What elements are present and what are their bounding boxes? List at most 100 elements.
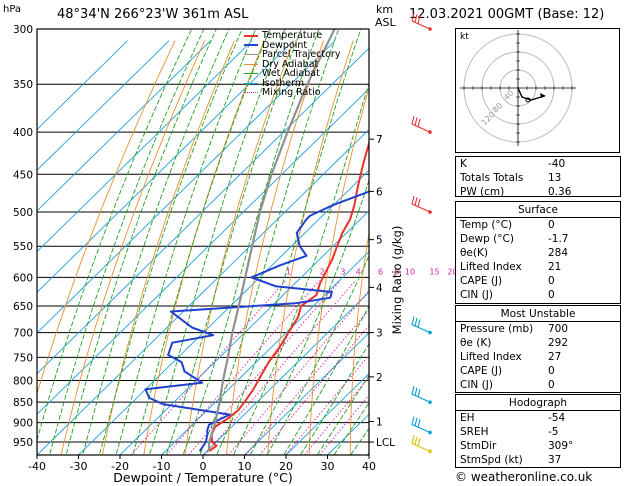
most-unstable-row: CAPE (J) 0 bbox=[456, 365, 620, 378]
wet-adiabat-line bbox=[316, 374, 369, 455]
wet-adiabat-line bbox=[232, 81, 369, 455]
pressure-tick-label: 450 bbox=[13, 169, 33, 181]
index-value: -40 bbox=[548, 158, 566, 170]
surface-label: Dewp (°C) bbox=[460, 233, 514, 245]
mixing-ratio-label: 3 bbox=[340, 267, 345, 276]
most-unstable-value: 292 bbox=[548, 337, 569, 349]
surface-table: Surface Temp (°C) 0 Dewp (°C) -1.7 θe(K) 284 L… bbox=[455, 201, 621, 304]
index-value: 0.36 bbox=[548, 186, 572, 198]
surface-label: CIN (J) bbox=[460, 289, 493, 301]
pressure-tick-label: 550 bbox=[13, 241, 33, 253]
wet-adiabat-line bbox=[49, 29, 205, 455]
wind-barb bbox=[411, 435, 432, 454]
surface-label: Temp (°C) bbox=[460, 219, 513, 231]
index-row: PW (cm) 0.36 bbox=[456, 186, 620, 199]
surface-value: 0 bbox=[548, 219, 555, 231]
hodograph-stat-row: StmDir 309° bbox=[456, 440, 620, 453]
most-unstable-label: Pressure (mb) bbox=[460, 323, 534, 335]
wind-barb bbox=[411, 386, 432, 404]
x-tick-label: 10 bbox=[238, 460, 252, 473]
wind-barb bbox=[411, 12, 432, 31]
legend-swatch bbox=[244, 73, 258, 74]
dry-adiabat-line bbox=[225, 40, 324, 455]
wet-adiabat-line bbox=[165, 29, 302, 455]
surface-label: Lifted Index bbox=[460, 261, 522, 273]
most-unstable-value: 700 bbox=[548, 323, 569, 335]
legend-item: Mixing Ratio bbox=[244, 88, 340, 98]
surface-value: 0 bbox=[548, 289, 555, 301]
isotherm-line bbox=[78, 169, 369, 455]
legend-swatch bbox=[244, 82, 258, 84]
most-unstable-row: θe (K) 292 bbox=[456, 337, 620, 350]
hodograph-stat-row: StmSpd (kt) 37 bbox=[456, 454, 620, 467]
km-tick-label: 6 bbox=[376, 186, 383, 198]
isotherm-line bbox=[37, 47, 369, 375]
surface-title: Surface bbox=[517, 204, 558, 216]
legend-label: Dry Adiabat bbox=[262, 58, 319, 70]
wet-adiabat-line bbox=[333, 402, 369, 455]
isotherm-line bbox=[244, 332, 369, 455]
legend-label: Temperature bbox=[262, 30, 323, 41]
surface-value: 21 bbox=[548, 261, 562, 273]
dry-adiabat-line bbox=[143, 40, 265, 455]
pressure-tick-label: 650 bbox=[13, 301, 33, 313]
legend-item: Parcel Trajectory bbox=[244, 50, 340, 60]
most-unstable-title: Most Unstable bbox=[500, 308, 576, 320]
km-tick-label: 3 bbox=[376, 328, 383, 340]
legend-swatch bbox=[244, 44, 258, 46]
legend-swatch bbox=[244, 54, 258, 55]
hodograph-stat-value: -54 bbox=[548, 412, 566, 424]
pressure-tick-label: 750 bbox=[13, 352, 33, 364]
storm-motion-marker bbox=[525, 97, 531, 103]
mixing-ratio-label: 15 bbox=[429, 267, 439, 276]
isotherm-line bbox=[37, 40, 294, 293]
most-unstable-table: Most Unstable Pressure (mb) 700 θe (K) 292 L… bbox=[455, 305, 621, 393]
x-tick-label: -10 bbox=[153, 460, 171, 473]
dry-adiabat-line bbox=[349, 230, 369, 455]
series-parcel-trajectory bbox=[207, 29, 336, 452]
hodograph-stat-row: SREH -5 bbox=[456, 426, 620, 439]
legend-swatch bbox=[244, 63, 258, 65]
legend-swatch bbox=[244, 92, 258, 93]
dry-adiabat-line bbox=[102, 40, 235, 455]
km-axis-label: km bbox=[376, 3, 394, 16]
pressure-tick-label: 350 bbox=[13, 79, 33, 91]
location-title: 48°34'N 266°23'W 361m ASL bbox=[57, 7, 249, 22]
hodograph-stat-value: 309° bbox=[548, 440, 574, 452]
x-tick-label: -40 bbox=[28, 460, 46, 473]
most-unstable-value: 27 bbox=[548, 351, 562, 363]
pressure-tick-label: 800 bbox=[13, 375, 33, 387]
km-tick-label: 2 bbox=[376, 372, 383, 384]
surface-row: Dewp (°C) -1.7 bbox=[456, 233, 620, 246]
wet-adiabat-line bbox=[148, 29, 286, 455]
mixing-ratio-line bbox=[188, 280, 341, 455]
wet-adiabat-line bbox=[266, 254, 369, 455]
km-tick-label: 7 bbox=[376, 134, 383, 146]
mixing-ratio-line bbox=[245, 309, 369, 455]
isotherm-line bbox=[37, 40, 211, 212]
most-unstable-value: 0 bbox=[548, 379, 555, 391]
isotherm-line bbox=[37, 128, 369, 455]
mixing-ratio-label: 1 bbox=[286, 267, 291, 276]
hodograph-stat-row: EH -54 bbox=[456, 412, 620, 425]
dry-adiabat-line bbox=[308, 85, 369, 455]
mixing-ratio-line bbox=[227, 290, 369, 455]
hodograph-table-title: Hodograph bbox=[508, 397, 568, 409]
asl-axis-label: ASL bbox=[375, 16, 396, 29]
wet-adiabat-line bbox=[182, 29, 320, 455]
most-unstable-row: Pressure (mb) 700 bbox=[456, 323, 620, 336]
index-label: K bbox=[460, 158, 467, 170]
km-tick-label: LCL bbox=[376, 437, 395, 449]
legend-item: Dry Adiabat bbox=[244, 58, 340, 70]
wind-barb bbox=[411, 195, 432, 214]
index-row: K -40 bbox=[456, 158, 620, 171]
hodograph-stat-value: 37 bbox=[548, 454, 562, 466]
x-tick-label: 20 bbox=[279, 460, 293, 473]
isotherm-line bbox=[37, 40, 253, 253]
hodograph-stat-label: StmDir bbox=[460, 440, 497, 452]
copyright-footer[interactable]: © weatheronline.co.uk bbox=[455, 470, 593, 484]
wet-adiabat-line bbox=[299, 342, 369, 455]
mixing-ratio-label: 20 bbox=[447, 267, 457, 276]
surface-label: θe(K) bbox=[460, 247, 488, 259]
